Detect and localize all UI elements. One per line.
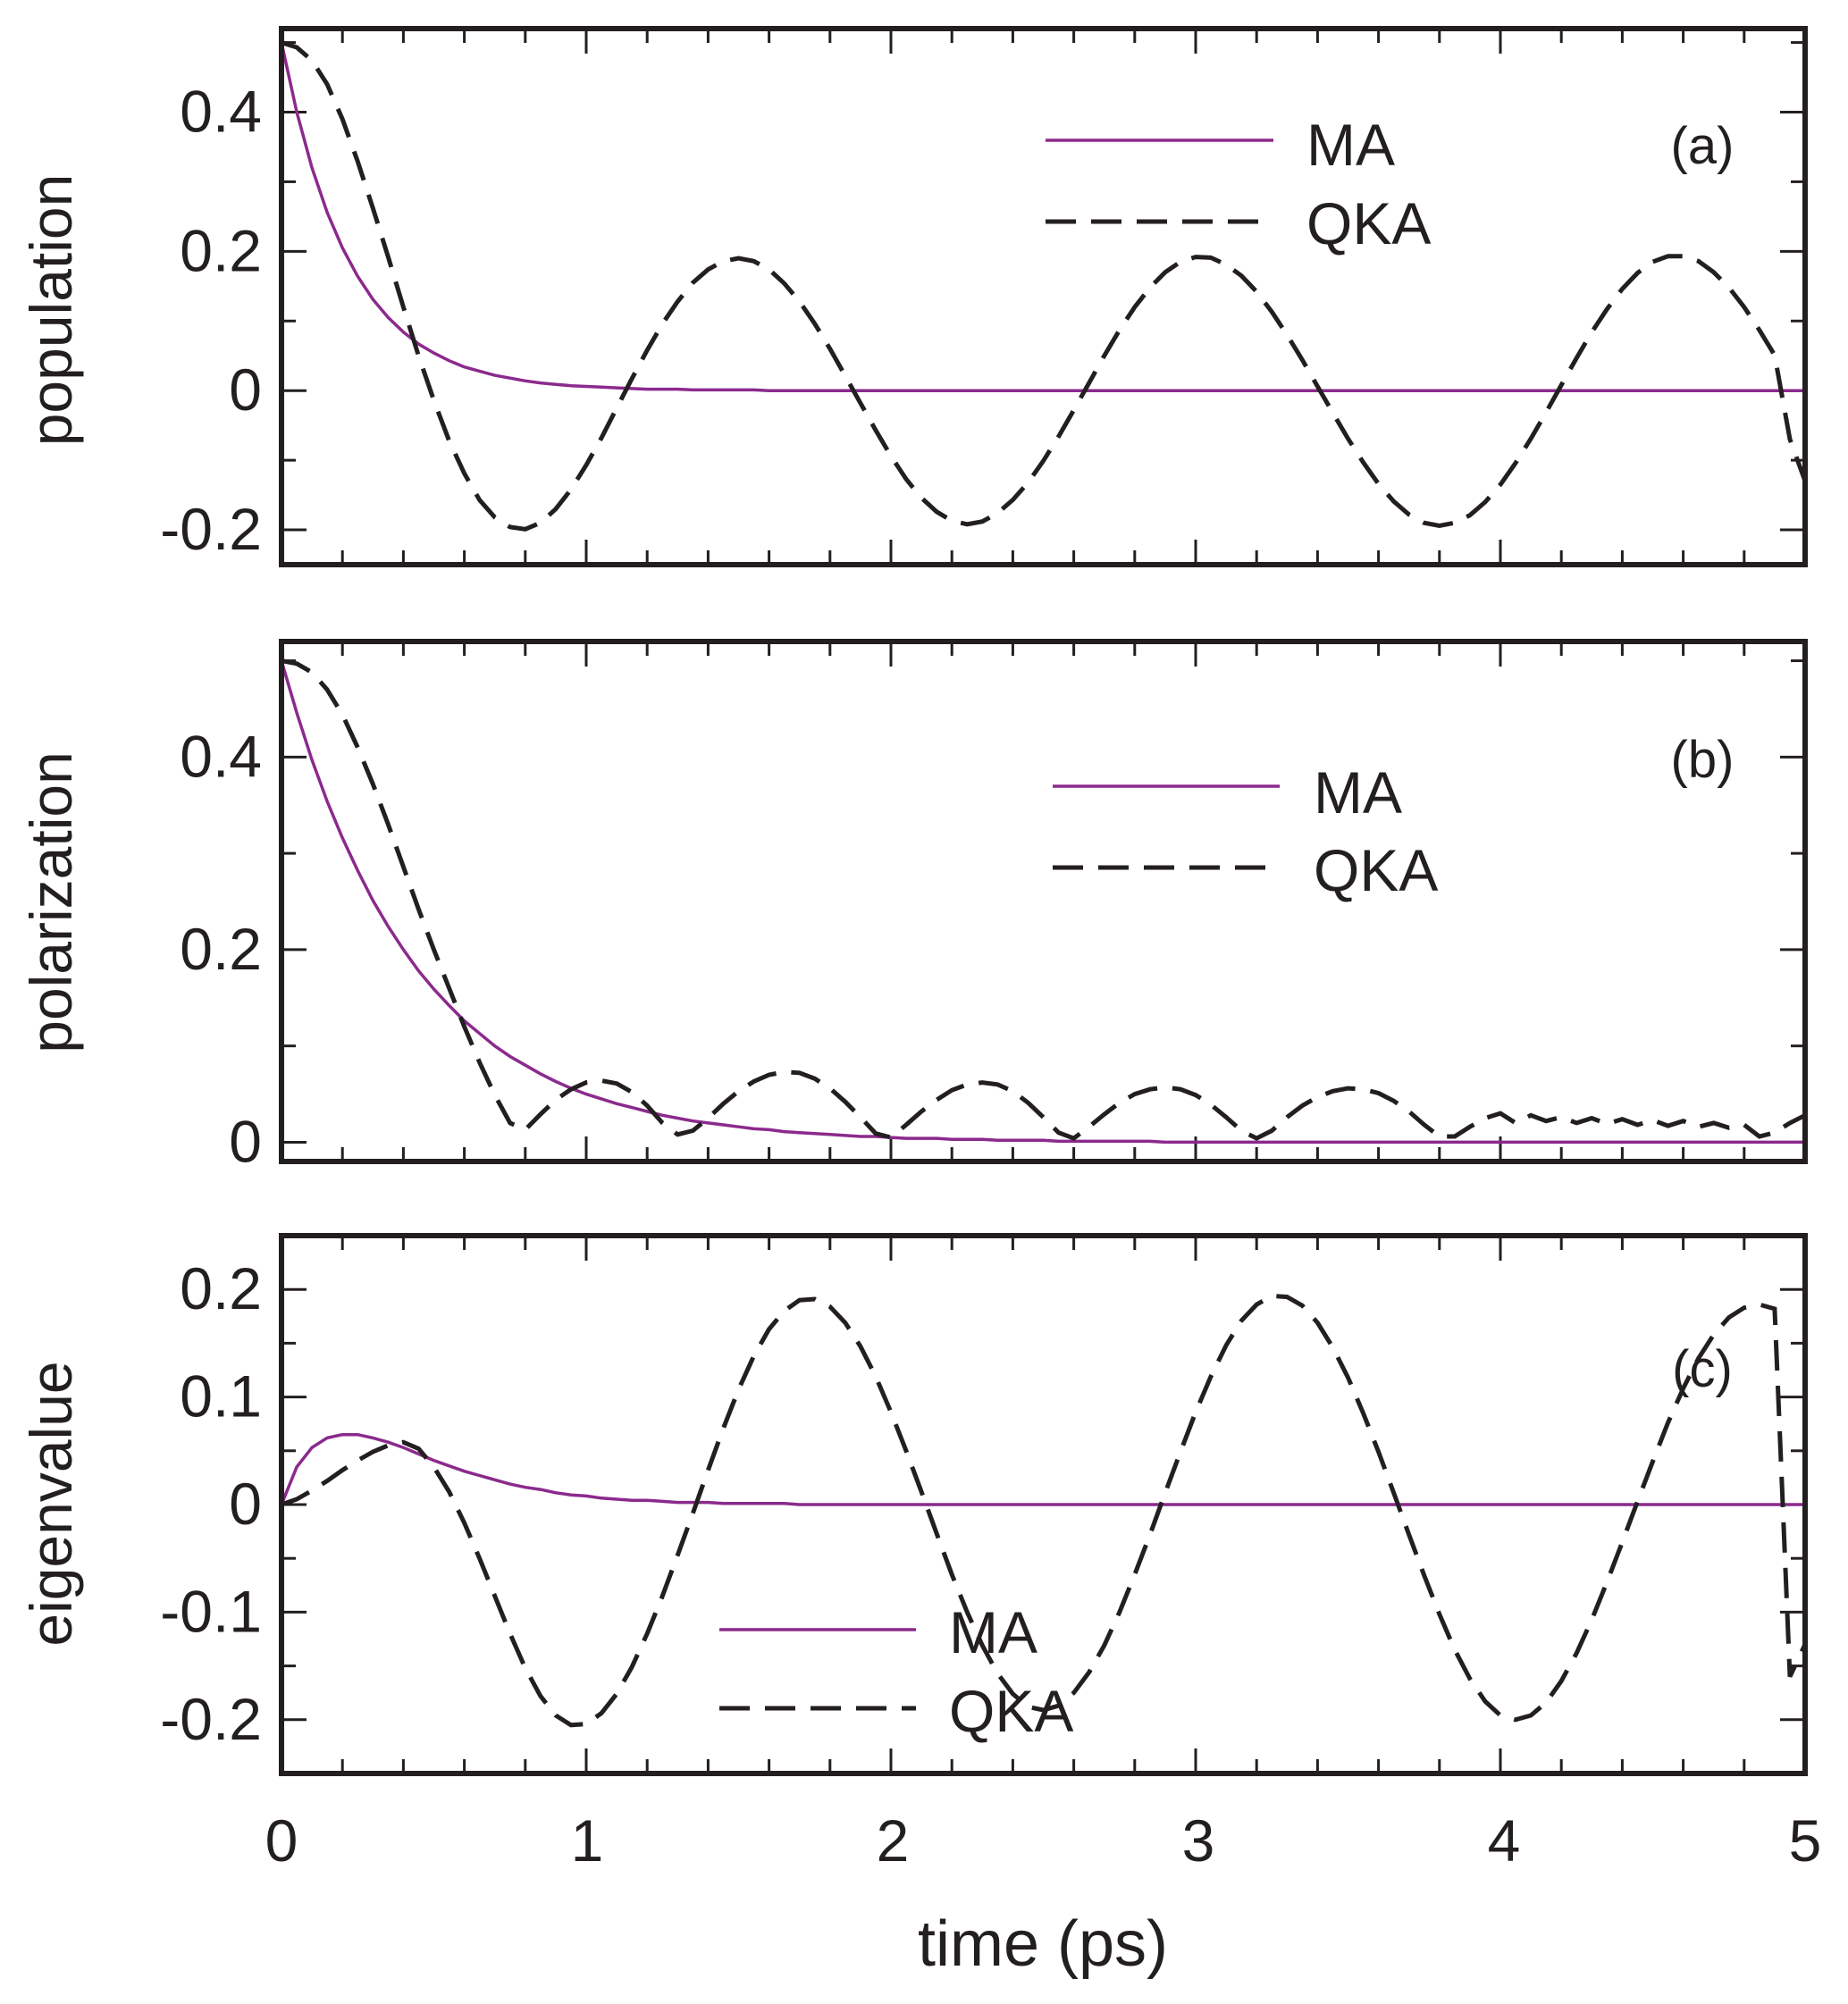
legend-qka-label: QKA	[1314, 837, 1438, 903]
legend: MA QKA	[1053, 759, 1438, 903]
y-tick-label: 0.1	[180, 1363, 262, 1430]
y-tick-label: 0.2	[180, 1255, 262, 1321]
x-tick-label: 3	[1182, 1807, 1215, 1874]
y-axis-label: polarization	[18, 751, 84, 1053]
x-tick-label: 2	[877, 1807, 910, 1874]
plot-frame	[279, 26, 1808, 567]
y-axis-label: population	[18, 174, 84, 447]
legend-ma-label: MA	[949, 1599, 1037, 1665]
series-ma-line	[280, 1432, 1805, 1506]
y-axis-label: eigenvalue	[18, 1361, 84, 1646]
series-qka-line	[281, 40, 1808, 532]
legend-ma-label: MA	[1314, 759, 1402, 826]
y-tick-label: 0	[229, 356, 262, 423]
series-ma-line	[280, 660, 1805, 1145]
series-qka-line	[281, 1293, 1808, 1728]
plot-frame	[279, 1233, 1808, 1776]
y-tick-label: 0	[229, 1471, 262, 1537]
panel-a: (a) population MA QKA -0.2 0 0.2 0.4	[18, 26, 1808, 567]
x-axis: 0 1 2 3 4 5 time (ps)	[265, 1807, 1822, 1980]
plot-frame	[279, 639, 1808, 1164]
panel-tag: (b)	[1671, 731, 1735, 789]
y-tick-label: -0.2	[160, 496, 262, 562]
legend-qka-label: QKA	[1306, 190, 1431, 256]
y-tick-label: -0.2	[160, 1686, 262, 1752]
panel-c: (c) eigenvalue MA QKA -0.2-0.100.10.2	[18, 1233, 1808, 1776]
x-tick-label: 0	[265, 1807, 298, 1874]
y-tick-label: 0.2	[180, 217, 262, 283]
x-tick-label: 5	[1789, 1807, 1822, 1874]
x-tick-label: 1	[571, 1807, 604, 1874]
y-tick-label: 0.4	[180, 79, 262, 145]
y-tick-label: -0.1	[160, 1578, 262, 1644]
legend-qka-label: QKA	[949, 1678, 1073, 1744]
x-tick-label: 4	[1488, 1807, 1521, 1874]
x-axis-label: time (ps)	[918, 1908, 1168, 1980]
y-tick-label: 0.4	[180, 723, 262, 789]
legend: MA QKA	[1046, 112, 1431, 256]
panel-tag: (a)	[1671, 117, 1735, 175]
series-ma-line	[280, 42, 1805, 392]
panel-b: (b) polarization MA QKA 0 0.2 0.4	[18, 639, 1808, 1174]
legend: MA QKA	[719, 1599, 1073, 1744]
series-qka-line	[281, 658, 1807, 1141]
y-tick-label: 0.2	[180, 916, 262, 982]
legend-ma-label: MA	[1306, 112, 1395, 178]
y-tick-label: 0	[229, 1108, 262, 1174]
